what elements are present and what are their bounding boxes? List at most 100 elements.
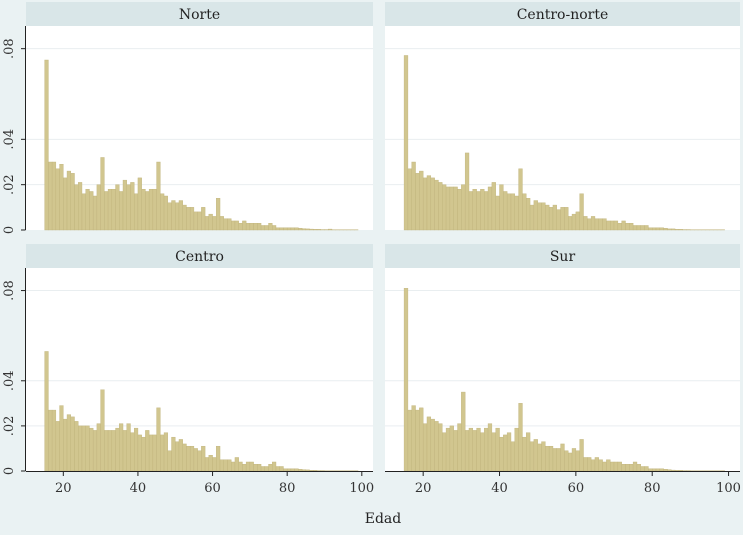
x-tick-label: 20: [55, 481, 72, 496]
histogram-bar: [568, 452, 573, 472]
histogram-bar: [234, 457, 239, 472]
x-tick-label: 40: [491, 481, 508, 496]
histogram-bar: [223, 218, 228, 231]
histogram-bar: [545, 204, 550, 231]
histogram-bar: [63, 418, 68, 472]
histogram-bar: [272, 225, 277, 231]
histogram-bar: [602, 461, 607, 472]
histogram-bar: [430, 418, 435, 472]
histogram-bar: [518, 168, 523, 231]
histogram-bar: [119, 191, 124, 231]
histogram-bar: [464, 430, 470, 472]
histogram-bar: [663, 227, 668, 231]
histogram-bar: [212, 457, 217, 472]
y-tick-label: 0: [2, 226, 17, 234]
histogram-bar: [122, 179, 127, 231]
histogram-bar: [632, 461, 638, 472]
histogram-bar: [78, 182, 83, 231]
histogram-bar: [107, 430, 113, 472]
histogram-bar: [411, 405, 416, 472]
histogram-bar: [678, 470, 683, 472]
histogram-bar: [219, 459, 224, 472]
histogram-bar: [625, 464, 630, 472]
histogram-bar: [238, 222, 243, 231]
histogram-bar: [556, 448, 561, 472]
panel-title: Sur: [550, 249, 576, 265]
histogram-bar: [663, 469, 668, 472]
histogram-bar: [590, 216, 596, 231]
y-tick-label: .02: [2, 416, 17, 437]
histogram-bar: [163, 195, 168, 231]
histogram-bar: [189, 207, 195, 231]
histogram-bar: [204, 216, 210, 231]
histogram-bar: [514, 195, 519, 231]
histogram-bar: [655, 468, 661, 472]
histogram-bar: [197, 211, 202, 231]
panel-strip: [385, 244, 740, 268]
histogram-bar: [579, 439, 584, 472]
histogram-bar: [242, 464, 247, 472]
histogram-bar: [571, 448, 577, 472]
y-tick-label: .08: [2, 280, 17, 301]
histogram-bar: [133, 427, 139, 472]
histogram-bar: [59, 405, 64, 472]
histogram-bar: [96, 423, 101, 472]
x-tick-label: 60: [204, 481, 221, 496]
x-tick-label: 100: [349, 481, 374, 496]
histogram-bar: [564, 207, 569, 231]
histogram-bar: [430, 177, 435, 231]
histogram-bar: [472, 430, 477, 472]
histogram-bar: [468, 427, 474, 472]
histogram-bar: [253, 464, 258, 472]
histogram-bar: [579, 193, 584, 231]
histogram-bar: [100, 157, 105, 231]
histogram-bar: [667, 228, 672, 231]
histogram-bar: [526, 432, 531, 472]
axes: 0 .02 .04 .08 0 .02 .04 .08 20 40 60 80 100 20 40 60 80 1…: [2, 26, 741, 496]
histogram-bar: [111, 430, 116, 472]
panels: Norte Centro-norte Centro Sur: [26, 2, 740, 472]
histogram-bar: [89, 427, 94, 472]
histogram-bar: [193, 211, 198, 231]
histogram-bar: [231, 220, 236, 231]
histogram-bar: [484, 427, 489, 472]
histogram-bar: [602, 218, 607, 231]
histogram-bar: [66, 170, 71, 231]
histogram-bar: [529, 441, 535, 472]
histogram-bar: [426, 416, 432, 472]
histogram-bar: [568, 216, 573, 231]
histogram-bar: [92, 195, 98, 231]
x-axis-title: Edad: [365, 511, 402, 527]
histogram-bar: [309, 228, 314, 231]
histogram-bar: [48, 409, 53, 472]
histogram-bar: [442, 432, 447, 472]
histogram-bar: [506, 432, 512, 472]
x-tick-label: 80: [644, 481, 661, 496]
histogram-bar: [636, 464, 641, 472]
histogram-bar: [283, 468, 288, 472]
histogram-bar: [434, 179, 439, 231]
histogram-bar: [674, 470, 680, 472]
histogram-bar: [316, 229, 321, 231]
y-tick-label: .04: [2, 129, 17, 150]
histogram-bar: [598, 459, 603, 472]
histogram-bar: [70, 416, 75, 472]
y-tick-label: .08: [2, 38, 17, 59]
histogram-bar: [644, 466, 649, 472]
histogram-bar: [659, 227, 664, 231]
histogram-bar: [613, 220, 619, 231]
histogram-bar: [48, 161, 53, 231]
histogram-bar: [212, 216, 217, 231]
histogram-bar: [78, 425, 83, 472]
histogram-bar: [625, 222, 630, 231]
histogram-bar: [457, 423, 462, 472]
histogram-bar: [264, 225, 269, 231]
histogram-bar: [74, 421, 79, 472]
histogram-bar: [208, 213, 213, 231]
histogram-bar: [126, 184, 131, 231]
histogram-bar: [238, 461, 243, 472]
histogram-bar: [167, 450, 172, 472]
histogram-bar: [305, 469, 310, 472]
histogram-bar: [403, 288, 409, 472]
histogram-bar: [468, 191, 474, 231]
